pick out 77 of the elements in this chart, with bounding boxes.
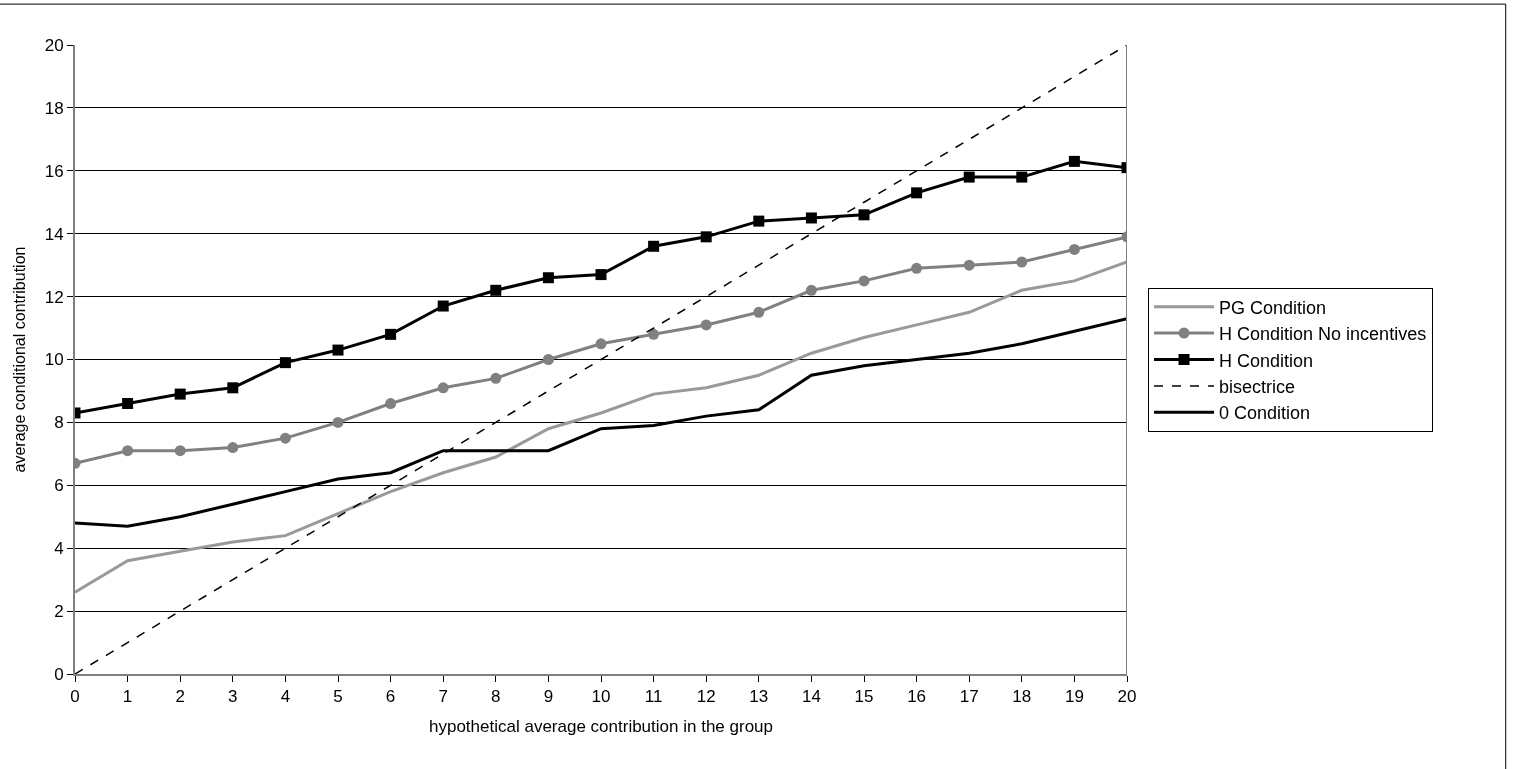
point — [700, 231, 712, 243]
point — [490, 284, 502, 296]
point — [911, 187, 923, 199]
point — [700, 319, 712, 331]
legend-label: PG Condition — [1219, 297, 1327, 318]
point — [648, 328, 660, 340]
point — [437, 300, 449, 312]
x-tick-label: 4 — [280, 687, 291, 707]
x-tick-label: 11 — [644, 687, 663, 707]
y-tick-label: 20 — [44, 35, 64, 55]
y-tick-label: 10 — [44, 350, 64, 370]
legend-label: H Condition — [1219, 350, 1314, 371]
x-tick-label: 6 — [385, 687, 396, 707]
point — [858, 209, 870, 221]
point — [911, 262, 923, 274]
point — [227, 442, 239, 454]
x-tick-label: 18 — [1012, 687, 1032, 707]
point — [437, 382, 449, 394]
x-tick-label: 12 — [696, 687, 716, 707]
y-tick-label: 14 — [44, 224, 64, 244]
point — [858, 275, 870, 287]
point — [490, 372, 502, 384]
x-tick-label: 13 — [749, 687, 769, 707]
x-tick-label: 15 — [854, 687, 874, 707]
point — [122, 398, 134, 410]
x-tick-label: 19 — [1064, 687, 1084, 707]
y-tick-label: 2 — [54, 602, 64, 622]
point — [385, 328, 397, 340]
x-tick-label: 8 — [491, 687, 501, 707]
legend-label: bisectrice — [1219, 376, 1296, 397]
y-axis-title: average conditional contribution — [11, 246, 29, 473]
x-tick-label: 2 — [175, 687, 185, 707]
point — [1016, 256, 1028, 268]
y-tick-label: 16 — [44, 161, 64, 181]
point — [1068, 243, 1080, 255]
x-tick-label: 0 — [70, 687, 80, 707]
point — [805, 284, 817, 296]
legend-label: 0 Condition — [1219, 403, 1311, 424]
point — [174, 388, 186, 400]
x-axis-title: hypothetical average contribution in the group — [428, 717, 774, 737]
point — [542, 272, 554, 284]
point — [1068, 155, 1080, 167]
y-tick-label: 8 — [54, 413, 64, 433]
point — [122, 445, 134, 457]
point — [332, 344, 344, 356]
y-tick-label: 12 — [44, 287, 64, 307]
point — [227, 382, 239, 394]
legend-label: H Condition No incentives — [1219, 324, 1427, 345]
x-tick-label: 1 — [122, 687, 133, 707]
point — [963, 259, 975, 271]
x-tick-label: 3 — [228, 687, 238, 707]
x-tick-label: 9 — [543, 687, 554, 707]
point — [174, 445, 186, 457]
point — [1016, 171, 1028, 183]
y-tick-label: 0 — [54, 664, 64, 684]
point — [753, 215, 765, 227]
point — [753, 306, 765, 318]
x-tick-label: 16 — [907, 687, 927, 707]
point — [332, 416, 344, 428]
x-tick-label: 20 — [1117, 687, 1137, 707]
x-tick-label: 10 — [591, 687, 611, 707]
point — [542, 354, 554, 365]
point — [805, 212, 817, 224]
x-tick-label: 5 — [333, 687, 343, 707]
x-tick-label: 17 — [959, 687, 979, 707]
point — [385, 398, 397, 410]
x-tick-label: 7 — [438, 687, 448, 707]
x-tick-label: 14 — [801, 687, 821, 707]
point — [595, 269, 607, 281]
y-tick-label: 4 — [54, 539, 64, 559]
point — [963, 171, 975, 183]
point — [595, 338, 607, 350]
point — [279, 357, 291, 369]
y-tick-label: 18 — [44, 98, 64, 118]
point — [279, 432, 291, 444]
y-tick-label: 6 — [54, 476, 64, 496]
point — [648, 240, 660, 252]
